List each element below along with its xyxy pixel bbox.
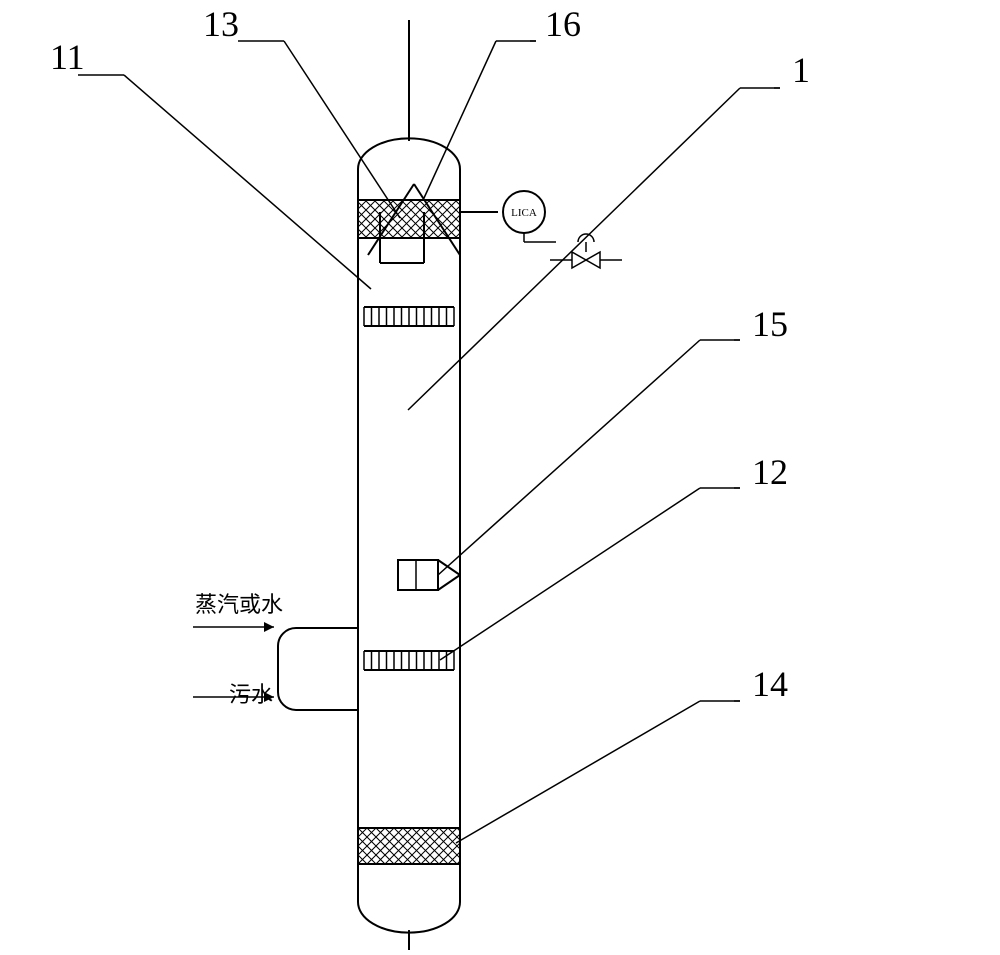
svg-text:LICA: LICA (511, 207, 537, 219)
column-vessel (358, 20, 460, 950)
label-sewage: 污水 (229, 682, 273, 707)
tray-upper (364, 307, 454, 326)
callout-label-16: 16 (545, 4, 581, 44)
chimney-cap (368, 184, 460, 263)
lica-instrument: LICA (460, 191, 622, 268)
packing-lower (358, 828, 460, 864)
callout-label-15: 15 (752, 304, 788, 344)
callout-label-11: 11 (50, 37, 85, 77)
callouts: 11 13 16 1 15 12 14 (50, 4, 810, 843)
callout-label-14: 14 (752, 664, 788, 704)
callout-label-1: 1 (792, 50, 810, 90)
callout-label-13: 13 (203, 4, 239, 44)
label-steam-or-water: 蒸汽或水 (195, 592, 283, 617)
callout-label-12: 12 (752, 452, 788, 492)
inlet-outlet-loop: 蒸汽或水污水 (193, 592, 358, 710)
